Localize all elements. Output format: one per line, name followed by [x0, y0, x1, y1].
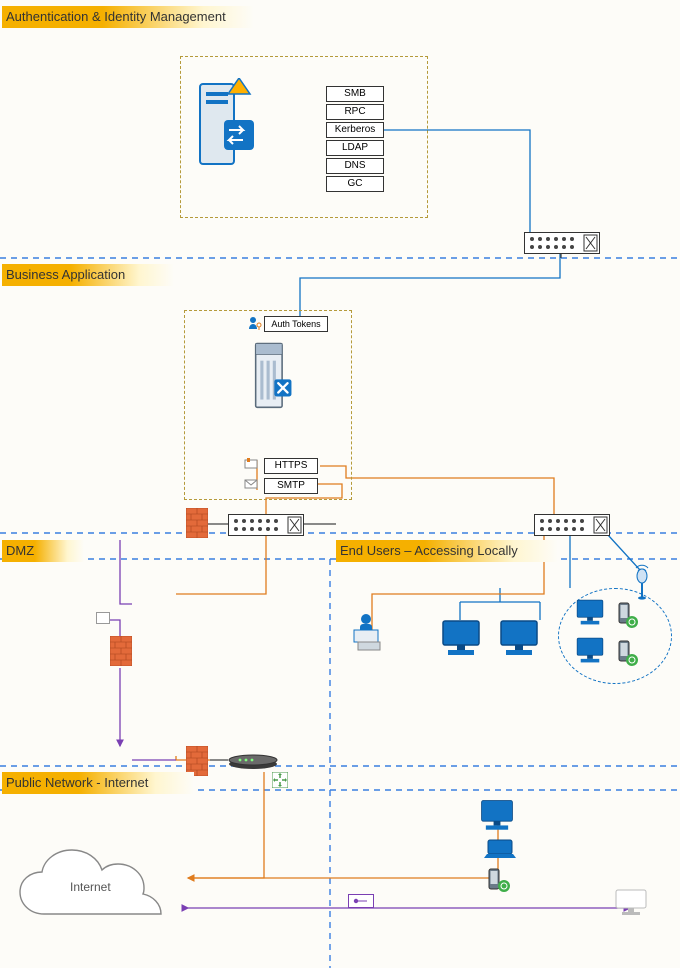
sync-badge-1-icon: [626, 616, 638, 628]
identity-server-icon: [198, 78, 258, 168]
wl-desktop-2-icon: [574, 636, 606, 666]
https-listener-icon: [244, 458, 258, 470]
protocol-smb: SMB: [326, 86, 384, 102]
remote-monitor-icon: [614, 888, 648, 918]
wl-desktop-1-icon: [574, 598, 606, 628]
https-label: HTTPS: [264, 458, 318, 474]
desktop-1-icon: [440, 618, 482, 660]
internet-cloud-label: Internet: [70, 880, 111, 894]
protocol-gc: GC: [326, 176, 384, 192]
switch-left-icon: [228, 514, 304, 536]
sync-badge-3-icon: [498, 880, 510, 892]
edge-router-icon: [228, 752, 278, 770]
section-header-endusers: End Users – Accessing Locally: [336, 540, 558, 562]
public-desktop-icon: [478, 798, 516, 834]
section-header-public: Public Network - Internet: [2, 772, 194, 794]
dmz-service-icon: [96, 612, 110, 624]
smtp-label: SMTP: [264, 478, 318, 494]
smtp-listener-icon: [244, 478, 258, 490]
switch-right-icon: [534, 514, 610, 536]
protocol-ldap: LDAP: [326, 140, 384, 156]
protocol-rpc: RPC: [326, 104, 384, 120]
sync-badge-2-icon: [626, 654, 638, 666]
firewall-dmz-upper-icon: [110, 636, 132, 666]
firewall-edge-icon: [186, 508, 208, 538]
section-header-biz: Business Application: [2, 264, 174, 286]
protocol-dns: DNS: [326, 158, 384, 174]
public-laptop-icon: [484, 838, 516, 862]
desktop-2-icon: [498, 618, 540, 660]
vpn-label-icon: [348, 894, 374, 908]
switch-auth-icon: [524, 232, 600, 254]
operator-user-icon: [352, 612, 386, 652]
protocol-kerb: Kerberos: [326, 122, 384, 138]
app-server-icon: [250, 342, 294, 412]
section-header-dmz: DMZ: [2, 540, 84, 562]
auth-tokens-icon: [248, 316, 262, 330]
auth-tokens-label: Auth Tokens: [264, 316, 328, 332]
section-header-auth: Authentication & Identity Management: [2, 6, 254, 28]
nat-arrows-icon: [272, 772, 288, 788]
